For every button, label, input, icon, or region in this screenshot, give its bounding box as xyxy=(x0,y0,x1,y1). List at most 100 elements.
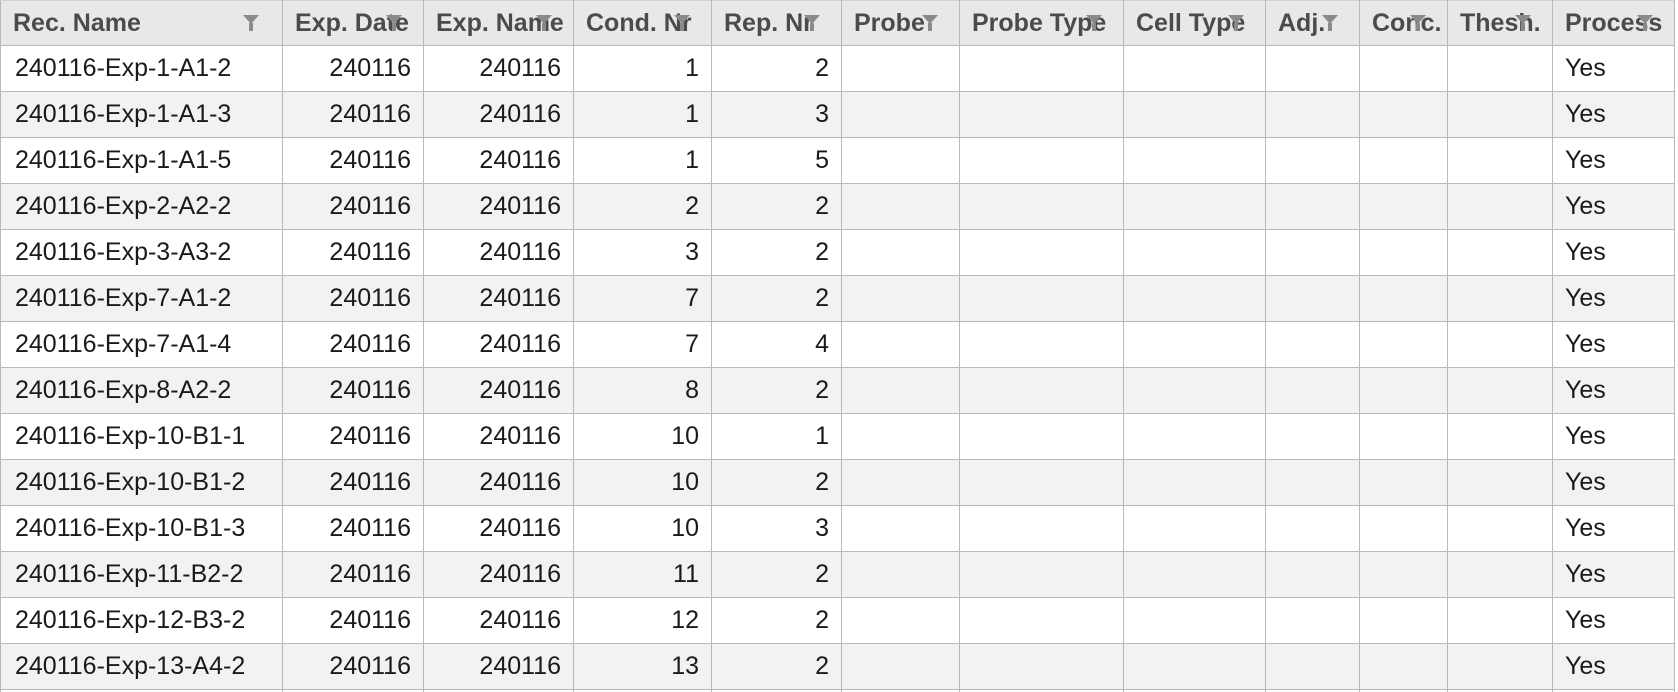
cell-rec-name[interactable]: 240116-Exp-10-B1-3 xyxy=(0,505,283,552)
cell-thesh[interactable] xyxy=(1447,367,1553,414)
cell-rec-name[interactable]: 240116-Exp-1-A1-2 xyxy=(0,45,283,92)
cell-rec-name[interactable]: 240116-Exp-13-A4-2 xyxy=(0,643,283,690)
filter-icon[interactable] xyxy=(1410,15,1426,31)
cell-cell-type[interactable] xyxy=(1123,551,1266,598)
cell-exp-date[interactable]: 240116 xyxy=(282,505,424,552)
cell-cond-nr[interactable]: 8 xyxy=(573,367,712,414)
cell-adj[interactable] xyxy=(1265,597,1360,644)
table-row[interactable]: 240116-Exp-3-A3-2 240116 240116 3 2 Yes xyxy=(0,229,1675,276)
cell-exp-date[interactable]: 240116 xyxy=(282,413,424,460)
cell-cond-nr[interactable]: 13 xyxy=(573,643,712,690)
cell-conc[interactable] xyxy=(1359,413,1448,460)
cell-exp-date[interactable]: 240116 xyxy=(282,137,424,184)
column-header-probe-type[interactable]: Probe Type xyxy=(959,0,1124,46)
cell-probe[interactable] xyxy=(841,137,960,184)
cell-rec-name[interactable]: 240116-Exp-10-B1-1 xyxy=(0,413,283,460)
cell-process[interactable]: Yes xyxy=(1552,367,1675,414)
filter-icon[interactable] xyxy=(1086,15,1102,31)
cell-process[interactable]: Yes xyxy=(1552,183,1675,230)
cell-thesh[interactable] xyxy=(1447,459,1553,506)
column-header-exp-date[interactable]: Exp. Date xyxy=(282,0,424,46)
cell-cell-type[interactable] xyxy=(1123,45,1266,92)
cell-conc[interactable] xyxy=(1359,459,1448,506)
cell-exp-name[interactable]: 240116 xyxy=(423,413,574,460)
cell-probe-type[interactable] xyxy=(959,643,1124,690)
cell-thesh[interactable] xyxy=(1447,551,1553,598)
cell-exp-name[interactable]: 240116 xyxy=(423,643,574,690)
cell-exp-date[interactable]: 240116 xyxy=(282,643,424,690)
cell-process[interactable]: Yes xyxy=(1552,45,1675,92)
cell-exp-name[interactable]: 240116 xyxy=(423,459,574,506)
cell-probe-type[interactable] xyxy=(959,505,1124,552)
cell-adj[interactable] xyxy=(1265,321,1360,368)
cell-rec-name[interactable]: 240116-Exp-11-B2-2 xyxy=(0,551,283,598)
column-header-rep-nr[interactable]: Rep. Nr xyxy=(711,0,842,46)
table-row[interactable]: 240116-Exp-7-A1-2 240116 240116 7 2 Yes xyxy=(0,275,1675,322)
cell-thesh[interactable] xyxy=(1447,183,1553,230)
column-header-exp-name[interactable]: Exp. Name xyxy=(423,0,574,46)
cell-rec-name[interactable]: 240116-Exp-12-B3-2 xyxy=(0,597,283,644)
cell-exp-date[interactable]: 240116 xyxy=(282,45,424,92)
cell-cell-type[interactable] xyxy=(1123,275,1266,322)
cell-rec-name[interactable]: 240116-Exp-1-A1-3 xyxy=(0,91,283,138)
cell-conc[interactable] xyxy=(1359,91,1448,138)
filter-icon[interactable] xyxy=(386,15,402,31)
cell-process[interactable]: Yes xyxy=(1552,551,1675,598)
table-row[interactable] xyxy=(0,689,1675,692)
cell-rep-nr[interactable]: 2 xyxy=(711,45,842,92)
cell-cell-type[interactable] xyxy=(1123,229,1266,276)
cell-rec-name[interactable]: 240116-Exp-2-A2-2 xyxy=(0,183,283,230)
cell-rep-nr[interactable]: 1 xyxy=(711,413,842,460)
cell-process[interactable]: Yes xyxy=(1552,321,1675,368)
cell-rep-nr[interactable]: 2 xyxy=(711,275,842,322)
cell-probe-type[interactable] xyxy=(959,183,1124,230)
cell-probe[interactable] xyxy=(841,183,960,230)
table-row[interactable]: 240116-Exp-11-B2-2 240116 240116 11 2 Yes xyxy=(0,551,1675,598)
cell-exp-name[interactable]: 240116 xyxy=(423,91,574,138)
filter-icon[interactable] xyxy=(674,15,690,31)
cell-probe-type[interactable] xyxy=(959,597,1124,644)
cell-cell-type[interactable] xyxy=(1123,91,1266,138)
cell-rep-nr[interactable]: 2 xyxy=(711,367,842,414)
cell-exp-date[interactable]: 240116 xyxy=(282,597,424,644)
cell-cond-nr[interactable]: 10 xyxy=(573,413,712,460)
cell-cond-nr[interactable]: 7 xyxy=(573,321,712,368)
cell-thesh[interactable] xyxy=(1447,505,1553,552)
cell-conc[interactable] xyxy=(1359,367,1448,414)
cell-exp-date[interactable]: 240116 xyxy=(282,551,424,598)
cell-probe-type[interactable] xyxy=(959,367,1124,414)
cell-cond-nr[interactable]: 12 xyxy=(573,597,712,644)
cell-cond-nr[interactable]: 1 xyxy=(573,45,712,92)
column-header-process[interactable]: Process xyxy=(1552,0,1675,46)
cell-exp-name[interactable]: 240116 xyxy=(423,597,574,644)
cell-rep-nr[interactable]: 2 xyxy=(711,597,842,644)
cell-adj[interactable] xyxy=(1265,183,1360,230)
cell-adj[interactable] xyxy=(1265,505,1360,552)
cell-process[interactable]: Yes xyxy=(1552,275,1675,322)
cell-exp-name[interactable]: 240116 xyxy=(423,45,574,92)
table-row[interactable]: 240116-Exp-10-B1-1 240116 240116 10 1 Yes xyxy=(0,413,1675,460)
cell-probe-type[interactable] xyxy=(959,91,1124,138)
cell-thesh[interactable] xyxy=(1447,275,1553,322)
table-row[interactable]: 240116-Exp-1-A1-3 240116 240116 1 3 Yes xyxy=(0,91,1675,138)
cell-adj[interactable] xyxy=(1265,275,1360,322)
cell-probe[interactable] xyxy=(841,45,960,92)
column-header-rec-name[interactable]: Rec. Name xyxy=(0,0,283,46)
cell-exp-name[interactable]: 240116 xyxy=(423,137,574,184)
table-row[interactable]: 240116-Exp-2-A2-2 240116 240116 2 2 Yes xyxy=(0,183,1675,230)
cell-cell-type[interactable] xyxy=(1123,367,1266,414)
table-row[interactable]: 240116-Exp-10-B1-2 240116 240116 10 2 Yes xyxy=(0,459,1675,506)
cell-conc[interactable] xyxy=(1359,643,1448,690)
cell-probe[interactable] xyxy=(841,275,960,322)
cell-cond-nr[interactable]: 3 xyxy=(573,229,712,276)
cell-conc[interactable] xyxy=(1359,45,1448,92)
cell-process[interactable]: Yes xyxy=(1552,229,1675,276)
cell-cell-type[interactable] xyxy=(1123,137,1266,184)
column-header-thesh[interactable]: Thesh. xyxy=(1447,0,1553,46)
cell-process[interactable]: Yes xyxy=(1552,137,1675,184)
cell-probe-type[interactable] xyxy=(959,229,1124,276)
cell-cond-nr[interactable]: 2 xyxy=(573,183,712,230)
cell-exp-name[interactable]: 240116 xyxy=(423,183,574,230)
cell-exp-date[interactable]: 240116 xyxy=(282,367,424,414)
table-row[interactable]: 240116-Exp-7-A1-4 240116 240116 7 4 Yes xyxy=(0,321,1675,368)
